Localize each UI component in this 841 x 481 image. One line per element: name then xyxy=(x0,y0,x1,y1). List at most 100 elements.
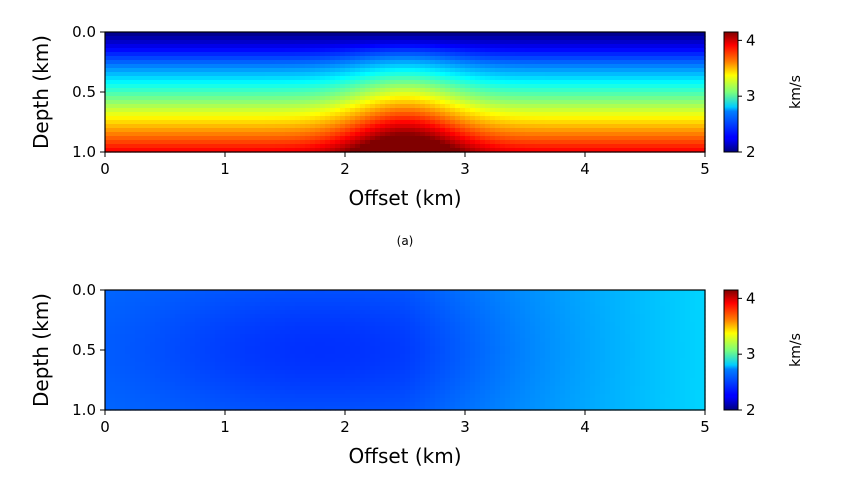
heatmap-cell xyxy=(495,298,501,303)
heatmap-cell xyxy=(200,140,206,145)
heatmap-cell xyxy=(305,92,311,97)
heatmap-cell xyxy=(660,72,666,77)
heatmap-cell xyxy=(255,298,261,303)
heatmap-cell xyxy=(450,124,456,129)
heatmap-cell xyxy=(685,314,691,319)
heatmap-cell xyxy=(435,136,441,141)
heatmap-cell xyxy=(610,36,616,41)
heatmap-cell xyxy=(520,32,526,37)
heatmap-cell xyxy=(465,60,471,65)
heatmap-cell xyxy=(615,128,621,133)
heatmap-cell xyxy=(300,302,306,307)
heatmap-cell xyxy=(510,72,516,77)
heatmap-cell xyxy=(210,124,216,129)
heatmap-cell xyxy=(280,290,286,295)
heatmap-cell xyxy=(120,318,126,323)
heatmap-cell xyxy=(115,136,121,141)
heatmap-cell xyxy=(625,60,631,65)
heatmap-cell xyxy=(280,318,286,323)
heatmap-cell xyxy=(560,132,566,137)
heatmap-cell xyxy=(310,72,316,77)
heatmap-cell xyxy=(250,302,256,307)
heatmap-cell xyxy=(660,132,666,137)
heatmap-cell xyxy=(565,298,571,303)
heatmap-cell xyxy=(180,56,186,61)
heatmap-cell xyxy=(515,84,521,89)
heatmap-cell xyxy=(210,44,216,49)
heatmap-cell xyxy=(290,112,296,117)
heatmap-cell xyxy=(280,72,286,77)
heatmap-cell xyxy=(235,322,241,327)
heatmap-cell xyxy=(250,36,256,41)
heatmap-cell xyxy=(170,144,176,149)
heatmap-cell xyxy=(680,96,686,101)
heatmap-cell xyxy=(695,56,701,61)
heatmap-cell xyxy=(525,108,531,113)
heatmap-cell xyxy=(430,40,436,45)
heatmap-cell xyxy=(165,64,171,69)
heatmap-cell xyxy=(690,144,696,149)
heatmap-cell xyxy=(530,326,536,331)
heatmap-cell xyxy=(230,108,236,113)
heatmap-cell xyxy=(285,310,291,315)
heatmap-cell xyxy=(600,96,606,101)
heatmap-cell xyxy=(270,108,276,113)
heatmap-cell xyxy=(265,68,271,73)
heatmap-cell xyxy=(195,48,201,53)
heatmap-cell xyxy=(365,290,371,295)
heatmap-cell xyxy=(420,80,426,85)
heatmap-cell xyxy=(630,108,636,113)
heatmap-cell xyxy=(415,294,421,299)
heatmap-cell xyxy=(645,32,651,37)
heatmap-cell xyxy=(410,148,416,153)
heatmap-cell xyxy=(235,96,241,101)
heatmap-cell xyxy=(660,310,666,315)
heatmap-cell xyxy=(630,314,636,319)
heatmap-cell xyxy=(700,84,706,89)
heatmap-cell xyxy=(610,322,616,327)
heatmap-cell xyxy=(525,48,531,53)
heatmap-cell xyxy=(505,52,511,57)
heatmap-cell xyxy=(610,290,616,295)
heatmap-cell xyxy=(605,72,611,77)
heatmap-cell xyxy=(605,104,611,109)
heatmap-cell xyxy=(115,306,121,311)
heatmap-cell xyxy=(410,36,416,41)
heatmap-cell xyxy=(510,132,516,137)
heatmap-cell xyxy=(655,144,661,149)
heatmap-cell xyxy=(635,322,641,327)
heatmap-cell xyxy=(160,40,166,45)
heatmap-cell xyxy=(190,140,196,145)
heatmap-cell xyxy=(170,140,176,145)
heatmap-cell xyxy=(545,128,551,133)
heatmap-cell xyxy=(500,116,506,121)
heatmap-cell xyxy=(640,128,646,133)
heatmap-cell xyxy=(320,322,326,327)
heatmap-cell xyxy=(600,68,606,73)
heatmap-cell xyxy=(105,80,111,85)
heatmap-cell xyxy=(445,314,451,319)
heatmap-cell xyxy=(575,108,581,113)
heatmap-cell xyxy=(265,302,271,307)
heatmap-cell xyxy=(345,144,351,149)
heatmap-cell xyxy=(540,64,546,69)
heatmap-cell xyxy=(140,84,146,89)
heatmap-cell xyxy=(560,314,566,319)
heatmap-cell xyxy=(315,40,321,45)
heatmap-cell xyxy=(190,76,196,81)
heatmap-cell xyxy=(260,92,266,97)
heatmap-cell xyxy=(485,60,491,65)
heatmap-cell xyxy=(400,318,406,323)
heatmap-cell xyxy=(665,302,671,307)
heatmap-cell xyxy=(170,136,176,141)
heatmap-cell xyxy=(175,132,181,137)
heatmap-cell xyxy=(635,56,641,61)
heatmap-cell xyxy=(305,322,311,327)
heatmap-cell xyxy=(635,112,641,117)
heatmap-cell xyxy=(490,80,496,85)
heatmap-cell xyxy=(120,52,126,57)
heatmap-cell xyxy=(295,302,301,307)
heatmap-cell xyxy=(610,108,616,113)
heatmap-cell xyxy=(230,76,236,81)
heatmap-cell xyxy=(340,298,346,303)
